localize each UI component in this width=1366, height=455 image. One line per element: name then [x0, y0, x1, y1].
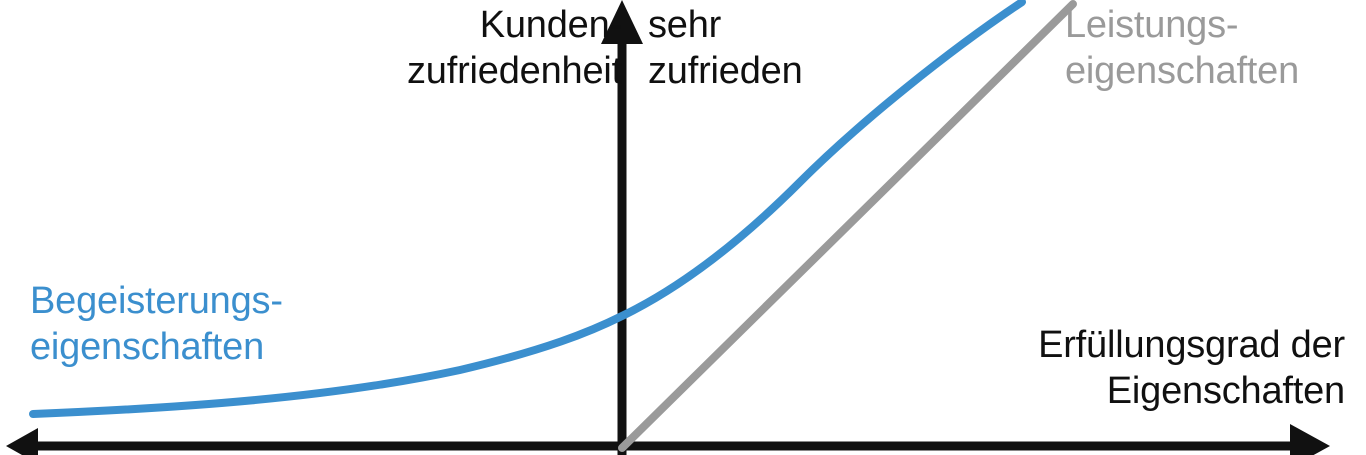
y-axis-label: Kunden- zufriedenheit: [407, 4, 622, 92]
y-axis-top-value-label: sehr zufrieden: [648, 4, 803, 92]
y-axis-up-arrow-icon: [601, 0, 643, 44]
x-axis-right-arrow-icon: [1290, 424, 1330, 455]
performance-attributes-label: Leistungs- eigenschaften: [1065, 4, 1300, 92]
performance-attributes-line: [618, 0, 1077, 452]
x-axis-left-arrow-icon: [6, 428, 38, 455]
delight-attributes-curve: [29, 0, 1026, 418]
x-axis-label: Erfüllungsgrad der Eigenschaften: [1038, 324, 1345, 412]
delight-attributes-label: Begeisterungs- eigenschaften: [30, 280, 283, 368]
